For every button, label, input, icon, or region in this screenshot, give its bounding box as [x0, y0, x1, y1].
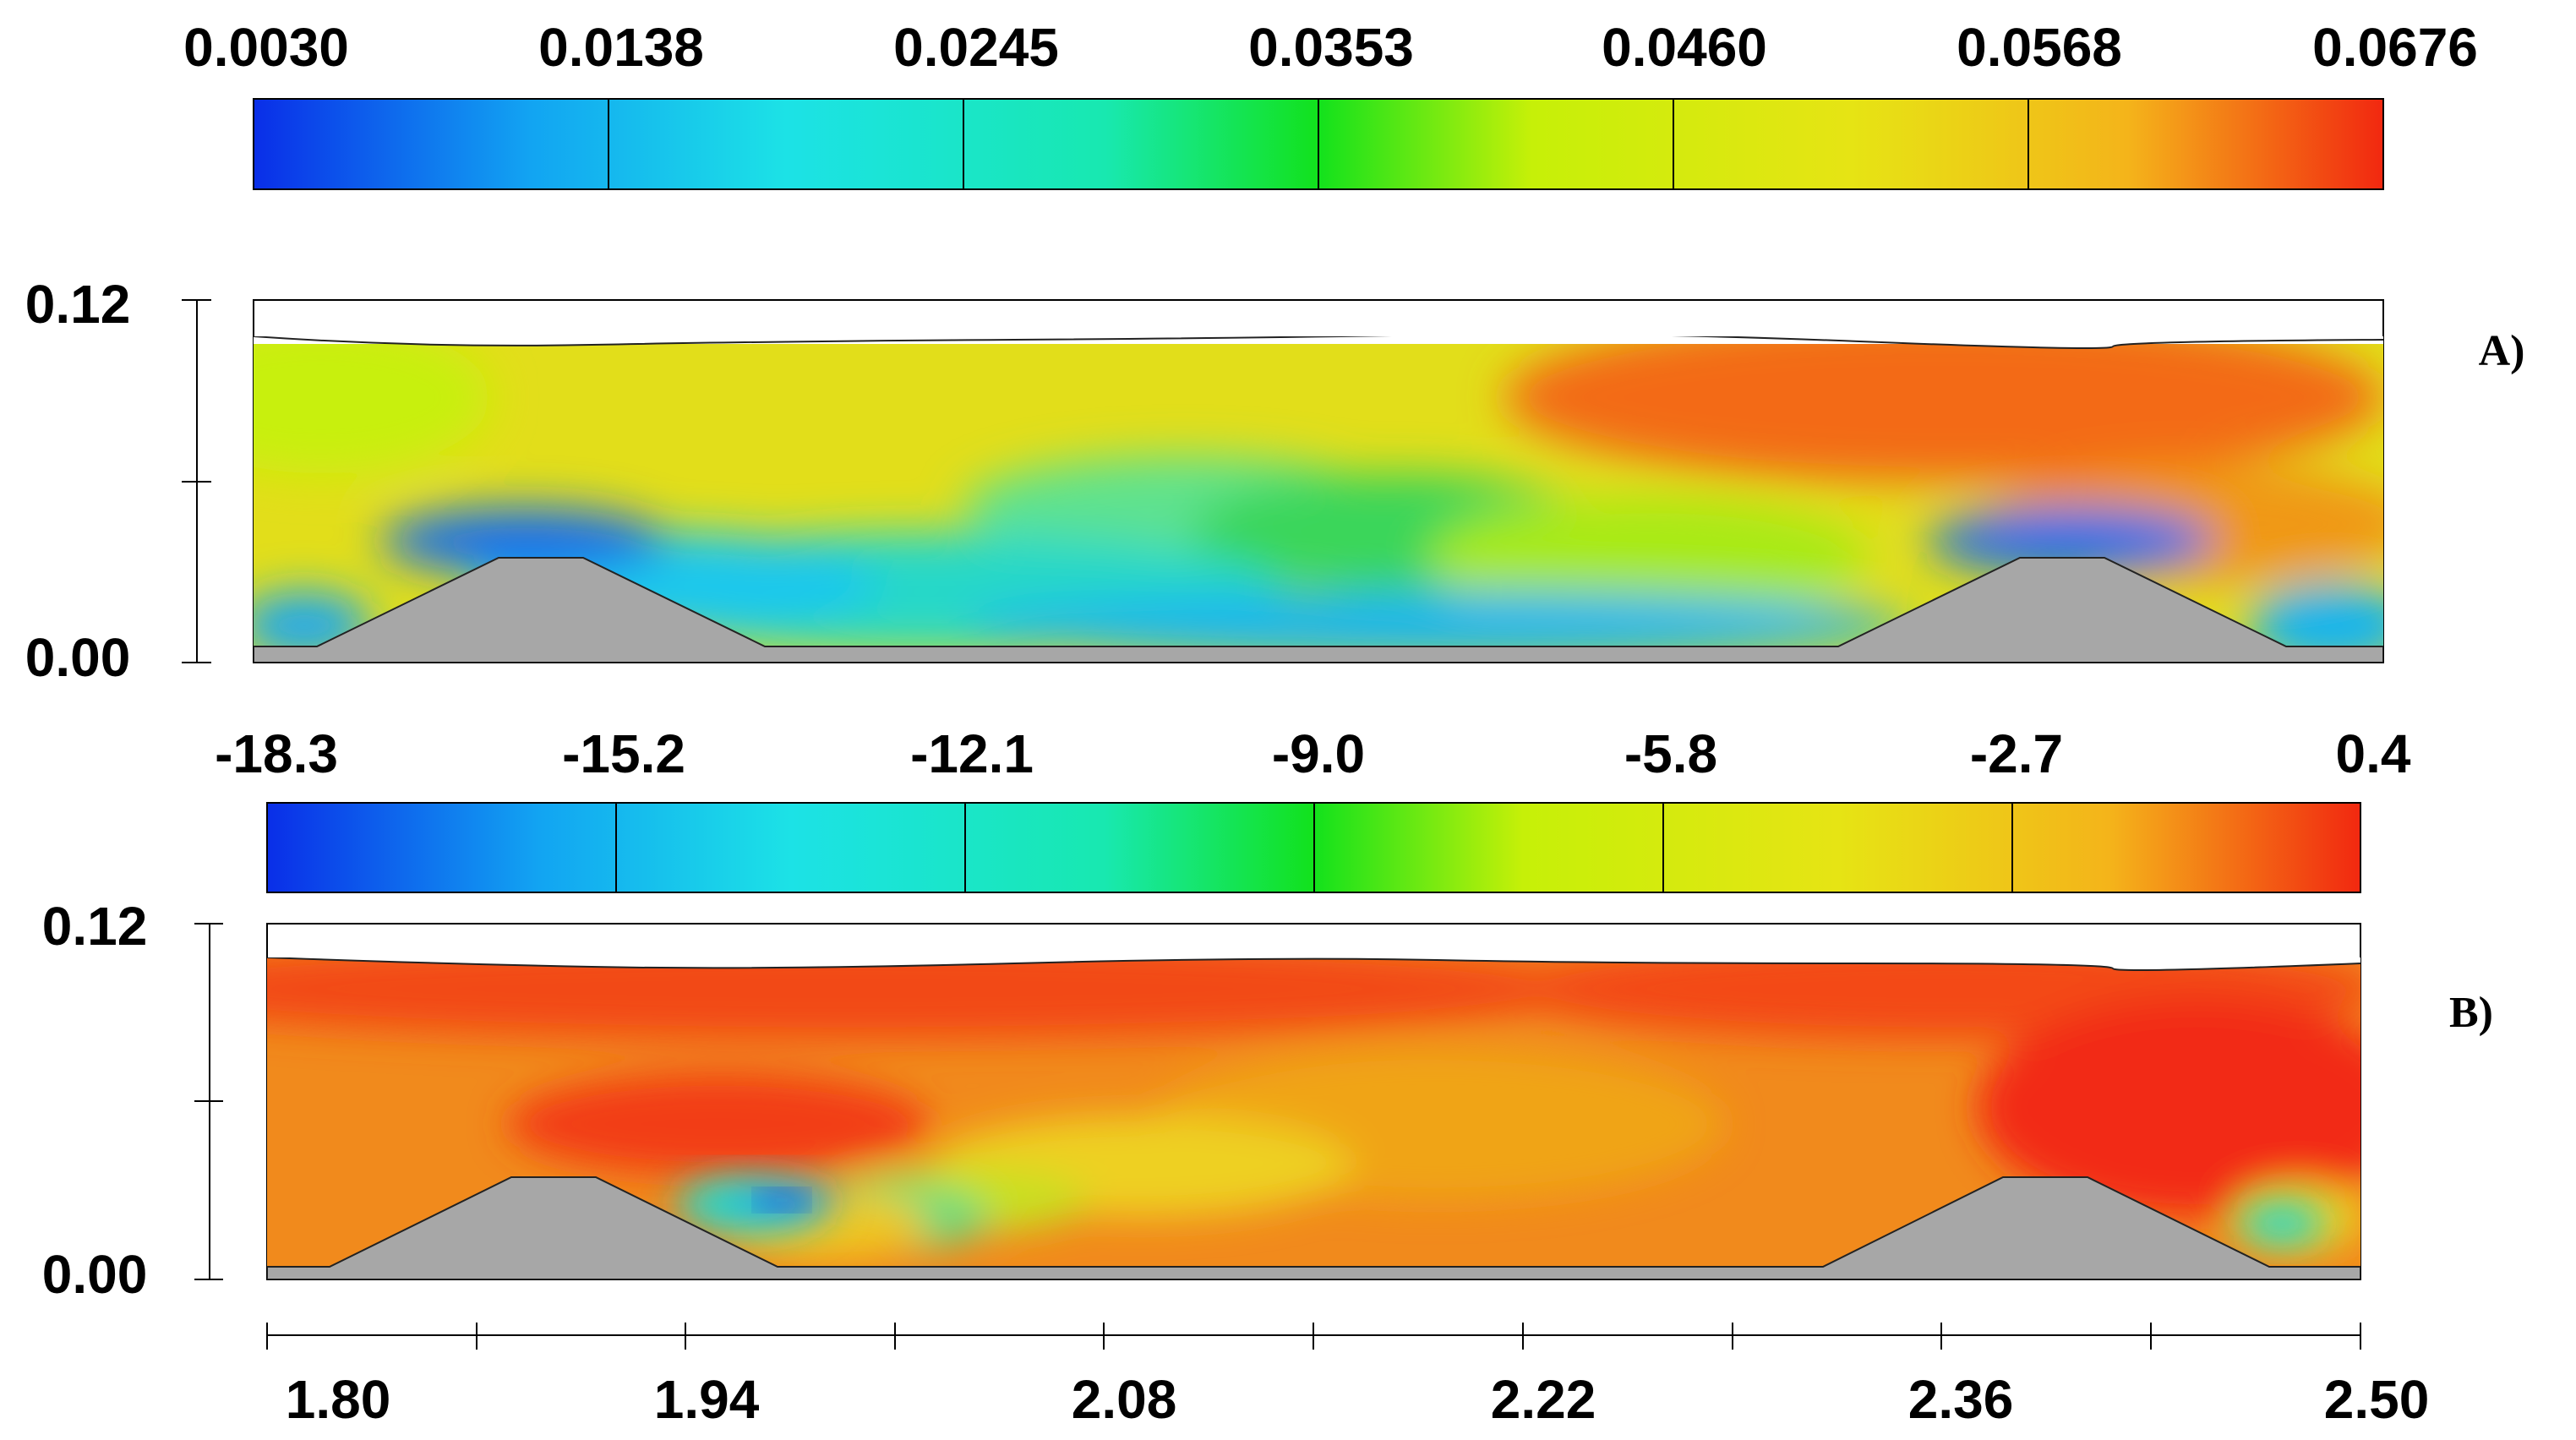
y-tick-label-b-top: 0.12 — [42, 896, 148, 957]
colorbar-a-tick: 0.0245 — [893, 17, 1059, 78]
y-tick-label-a-top: 0.12 — [25, 274, 131, 335]
colorbar-a: 0.0030 0.0138 0.0245 0.0353 0.0460 0.056… — [183, 17, 2478, 190]
obstacle-a-left — [254, 557, 2383, 663]
colorbar-a-tick: 0.0460 — [1602, 17, 1767, 78]
x-axis-ticks — [266, 1323, 2361, 1350]
x-tick-label: 2.22 — [1491, 1369, 1596, 1430]
x-tick-label: 1.94 — [654, 1369, 760, 1430]
x-axis: 1.80 1.94 2.08 2.22 2.36 2.50 — [266, 1323, 2430, 1430]
field-a — [254, 336, 2383, 663]
panel-a: 0.0030 0.0138 0.0245 0.0353 0.0460 0.056… — [25, 17, 2525, 688]
colorbar-b-tick: -15.2 — [562, 723, 685, 784]
colorbar-a-tick: 0.0353 — [1248, 17, 1414, 78]
y-tick-label-a-bottom: 0.00 — [25, 627, 131, 688]
colorbar-a-tick: 0.0030 — [183, 17, 349, 78]
x-tick-label: 2.50 — [2324, 1369, 2430, 1430]
panel-label-b: B) — [2449, 989, 2493, 1037]
colorbar-b: -18.3 -15.2 -12.1 -9.0 -5.8 -2.7 0.4 — [215, 723, 2411, 893]
x-tick-label: 2.08 — [1072, 1369, 1177, 1430]
y-axis-b: 0.12 0.00 — [42, 896, 223, 1305]
colorbar-a-tick: 0.0676 — [2312, 17, 2478, 78]
colorbar-b-tick: -12.1 — [910, 723, 1034, 784]
colorbar-a-tick: 0.0138 — [538, 17, 704, 78]
colorbar-a-tick: 0.0568 — [1957, 17, 2122, 78]
x-tick-label: 2.36 — [1908, 1369, 2014, 1430]
panel-b: -18.3 -15.2 -12.1 -9.0 -5.8 -2.7 0.4 0.1… — [42, 723, 2493, 1305]
y-tick-label-b-bottom: 0.00 — [42, 1244, 148, 1305]
y-axis-a: 0.12 0.00 — [25, 274, 211, 688]
colorbar-a-dividers — [608, 99, 2029, 189]
obstacle-b — [267, 1176, 2360, 1279]
colorbar-b-tick: 0.4 — [2336, 723, 2411, 784]
colorbar-b-dividers — [615, 803, 2013, 892]
colorbar-b-tick: -2.7 — [1970, 723, 2063, 784]
colorbar-b-tick: -9.0 — [1272, 723, 1365, 784]
x-tick-label: 1.80 — [286, 1369, 391, 1430]
colorbar-b-tick: -18.3 — [215, 723, 338, 784]
panel-label-a: A) — [2479, 327, 2525, 375]
field-b — [267, 957, 2360, 1279]
colorbar-b-tick: -5.8 — [1624, 723, 1717, 784]
